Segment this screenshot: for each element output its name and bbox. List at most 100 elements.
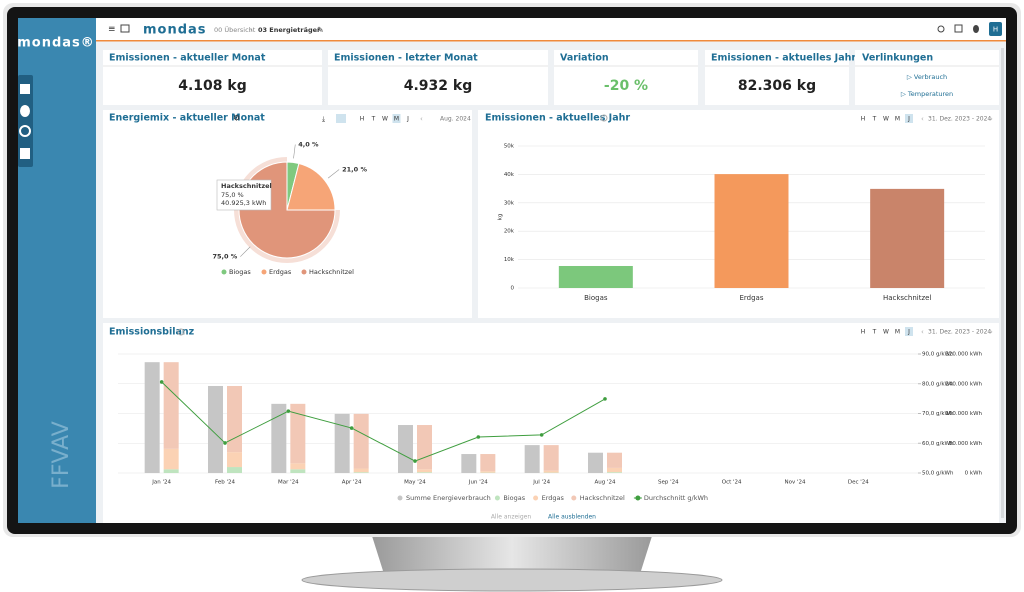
line-point[interactable] — [286, 409, 291, 413]
legend-label[interactable]: Biogas — [503, 494, 525, 502]
info-icon[interactable] — [177, 328, 185, 336]
legend-label[interactable]: Summe Energieverbrauch — [406, 494, 491, 502]
value-label: 21,0 % — [342, 166, 367, 174]
bar[interactable] — [290, 469, 306, 473]
bar[interactable] — [543, 470, 559, 473]
pie-slice[interactable] — [286, 162, 336, 211]
line-point[interactable] — [413, 459, 417, 463]
bar[interactable] — [417, 425, 432, 470]
y2-tick-label: 50,0 g/kWh — [922, 471, 954, 477]
link[interactable]: ▷ Verbrauch — [907, 73, 947, 81]
scrollbar[interactable] — [1001, 48, 1004, 518]
edit-button[interactable]: ✎ — [317, 26, 324, 35]
bar[interactable] — [870, 188, 945, 288]
period-button[interactable]: T — [872, 116, 877, 123]
line-point[interactable] — [349, 426, 354, 430]
menu-button[interactable]: ≡ — [108, 25, 116, 35]
breadcrumb[interactable]: 00 Übersicht — [214, 25, 256, 34]
period-button[interactable]: J — [907, 116, 910, 123]
bar[interactable] — [353, 413, 369, 469]
period-button[interactable]: H — [360, 116, 365, 123]
legend-hide-all[interactable]: Alle ausblenden — [548, 514, 596, 521]
screen-button[interactable] — [120, 24, 130, 33]
icon-settings[interactable] — [19, 125, 31, 137]
bar[interactable] — [227, 452, 242, 468]
icon-report[interactable] — [20, 148, 30, 159]
line-point[interactable] — [159, 380, 164, 384]
info-icon[interactable] — [600, 114, 608, 122]
user-avatar[interactable] — [989, 22, 1002, 36]
period-button[interactable]: M — [895, 116, 900, 123]
bar[interactable] — [144, 362, 160, 473]
period-button[interactable]: M — [394, 116, 399, 123]
prev-button[interactable]: ‹ — [921, 115, 924, 123]
next-button[interactable]: › — [990, 328, 993, 336]
period-button[interactable]: J — [406, 116, 409, 123]
next-button[interactable]: › — [463, 115, 466, 123]
bar[interactable] — [398, 425, 413, 473]
link[interactable]: ▷ Temperaturen — [901, 90, 953, 98]
legend-show-all[interactable]: Alle anzeigen — [491, 514, 532, 521]
period-button[interactable]: W — [883, 116, 889, 123]
bar[interactable] — [607, 452, 622, 468]
period-button[interactable]: T — [872, 329, 877, 336]
period-button[interactable]: W — [883, 329, 889, 336]
bar[interactable] — [163, 362, 179, 449]
bar[interactable] — [417, 472, 432, 473]
bar[interactable] — [461, 454, 477, 473]
bar[interactable] — [607, 467, 622, 473]
bar[interactable] — [543, 445, 559, 471]
bar[interactable] — [558, 265, 633, 288]
legend-marker — [571, 495, 577, 501]
bar[interactable] — [353, 472, 369, 473]
period-button[interactable]: T — [371, 116, 376, 123]
bar[interactable] — [417, 469, 432, 473]
legend-label[interactable]: Hackschnitzel — [580, 494, 625, 502]
bar[interactable] — [163, 448, 179, 470]
bar[interactable] — [290, 403, 306, 464]
bar[interactable] — [480, 454, 496, 472]
period-button[interactable]: W — [382, 116, 388, 123]
export-button[interactable] — [954, 24, 963, 33]
settings-button[interactable]: ⚙ — [233, 114, 240, 123]
legend-label[interactable]: Erdgas — [542, 494, 565, 502]
bar[interactable] — [271, 403, 287, 473]
bar[interactable] — [524, 445, 540, 473]
bar[interactable] — [163, 469, 179, 473]
data-button[interactable] — [973, 25, 979, 33]
bar[interactable] — [714, 174, 789, 288]
next-button[interactable]: › — [990, 115, 993, 123]
period-active — [905, 114, 913, 123]
legend-label[interactable]: Durchschnitt g/kWh — [644, 494, 708, 502]
line-point[interactable] — [476, 435, 481, 439]
prev-button[interactable]: ‹ — [921, 328, 924, 336]
bar[interactable] — [588, 452, 603, 473]
site-name: FFVAV — [49, 421, 74, 489]
bar[interactable] — [480, 471, 496, 473]
prev-button[interactable]: ‹ — [420, 115, 423, 123]
icon-dashboard[interactable] — [20, 84, 30, 94]
bar[interactable] — [607, 472, 622, 473]
bar[interactable] — [227, 385, 242, 453]
bar[interactable] — [353, 468, 369, 473]
line-point[interactable] — [603, 397, 607, 401]
chart-title: Emissionsbilanz — [109, 327, 195, 338]
x-tick-label: Feb '24 — [215, 480, 235, 486]
table-button[interactable] — [336, 114, 346, 123]
period-button[interactable]: H — [861, 116, 866, 123]
download-button[interactable]: ⤓ — [322, 115, 325, 123]
bar[interactable] — [208, 385, 223, 473]
period-button[interactable]: J — [907, 329, 910, 336]
legend-label[interactable]: Erdgas — [269, 268, 292, 276]
history-button[interactable] — [937, 25, 945, 33]
legend-label[interactable]: Hackschnitzel — [309, 268, 354, 276]
icon-database[interactable] — [20, 105, 30, 117]
period-button[interactable]: M — [895, 329, 900, 336]
legend-label[interactable]: Biogas — [229, 268, 251, 276]
bar[interactable] — [290, 463, 306, 470]
line-point[interactable] — [539, 433, 544, 437]
bar[interactable] — [334, 413, 350, 473]
period-button[interactable]: H — [861, 329, 866, 336]
line-point[interactable] — [223, 441, 227, 445]
bar[interactable] — [227, 467, 242, 473]
